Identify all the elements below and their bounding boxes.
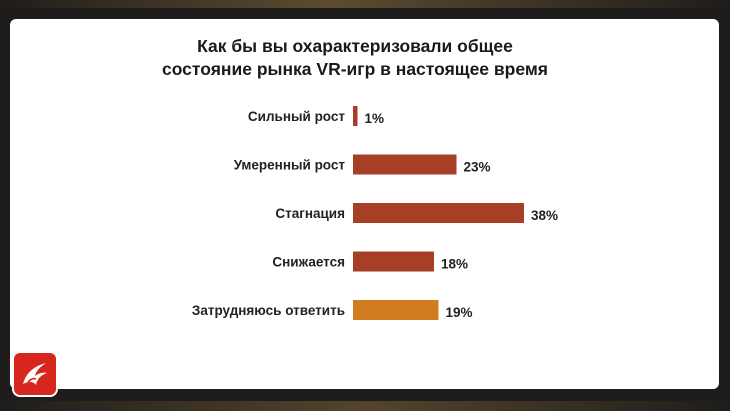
category-label: Стагнация [275,206,345,221]
bar [353,106,358,126]
stylized-bird-logo-icon [23,363,47,385]
bar [353,251,434,272]
bar [353,154,457,175]
bottom-decorative-line [0,401,730,411]
top-decorative-line [0,0,730,8]
bar-chart: Сильный рост 1% Умеренный рост 23% Стагнация… [192,106,558,320]
category-label: Снижается [272,255,345,270]
value-label: 38% [531,208,558,223]
value-label: 23% [464,160,491,175]
category-label: Затрудняюсь ответить [192,303,345,318]
brand-logo-icon [12,351,58,397]
chart-title: Как бы вы охарактеризовали общее состоян… [161,36,549,79]
value-label: 18% [441,257,468,272]
chart-card: Как бы вы охарактеризовали общее состоян… [10,19,719,389]
bar [353,203,524,223]
value-label: 1% [365,111,385,126]
category-label: Умеренный рост [234,158,346,173]
category-label: Сильный рост [248,109,345,124]
bar [353,300,439,320]
value-label: 19% [446,305,473,320]
